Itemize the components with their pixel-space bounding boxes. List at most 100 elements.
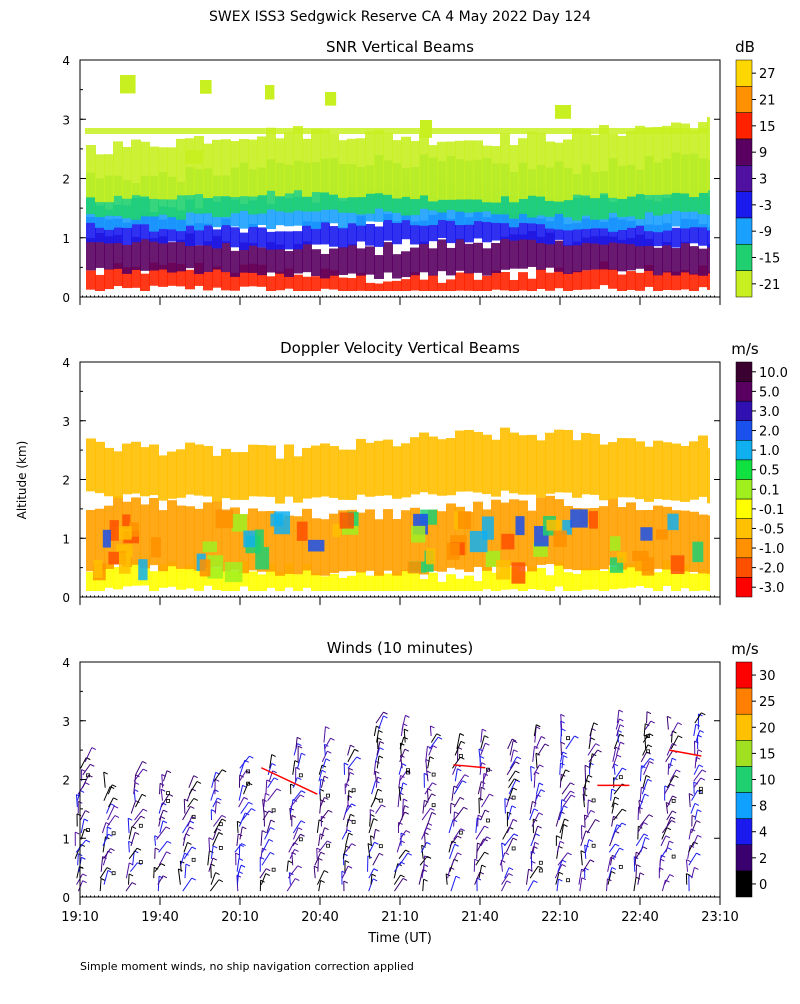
wind-barb-flag bbox=[190, 806, 194, 808]
colorbar-swatch bbox=[736, 499, 752, 519]
wind-barb bbox=[531, 766, 532, 781]
wind-barb-flag bbox=[403, 724, 407, 726]
wind-barb-flag bbox=[111, 804, 115, 806]
wind-barb bbox=[613, 848, 619, 859]
wind-barb-flag bbox=[402, 764, 406, 766]
wind-barb-flag bbox=[515, 771, 519, 773]
wind-barb-flag bbox=[460, 797, 464, 799]
wind-barb bbox=[83, 764, 90, 775]
wind-barb bbox=[324, 744, 325, 755]
calm-marker bbox=[432, 773, 435, 776]
heatmap-cell bbox=[401, 137, 411, 197]
wind-barb bbox=[85, 748, 92, 762]
wind-barb bbox=[481, 729, 482, 742]
wind-barb bbox=[667, 716, 668, 729]
wind-barb-flag bbox=[349, 833, 353, 835]
wind-barb bbox=[689, 853, 697, 865]
velocity-patch bbox=[640, 527, 652, 541]
wind-barb bbox=[103, 849, 110, 859]
colorbar-label: 8 bbox=[759, 800, 767, 815]
colorbar-swatch bbox=[736, 244, 752, 270]
wind-barb-flag bbox=[222, 815, 226, 817]
heatmap-cell bbox=[626, 131, 636, 197]
heatmap-cell bbox=[563, 274, 573, 292]
wind-barb bbox=[101, 857, 102, 872]
wind-barb-flag bbox=[620, 742, 624, 744]
velocity-patch bbox=[232, 514, 247, 532]
heatmap-cell bbox=[617, 438, 627, 497]
wind-barb-flag bbox=[556, 836, 560, 838]
wind-barb bbox=[689, 829, 691, 840]
velocity-patch bbox=[656, 529, 668, 539]
wind-barb bbox=[538, 744, 545, 755]
wind-barb bbox=[590, 754, 592, 769]
heatmap-cell bbox=[374, 226, 384, 246]
wind-barb-flag bbox=[292, 815, 296, 817]
heatmap-cell bbox=[653, 572, 663, 592]
wind-barb bbox=[235, 844, 242, 853]
colorbar-swatch bbox=[736, 519, 752, 539]
wind-barb-flag bbox=[277, 789, 281, 791]
heatmap-cell bbox=[329, 574, 339, 593]
wind-barb-flag bbox=[437, 734, 441, 736]
calm-marker bbox=[139, 861, 142, 864]
wind-barb bbox=[287, 861, 288, 872]
velocity-patch bbox=[151, 537, 161, 557]
heatmap-cell bbox=[563, 245, 573, 274]
heatmap-cell bbox=[329, 446, 339, 498]
wind-barb bbox=[373, 853, 379, 865]
wind-barb-flag bbox=[344, 881, 348, 883]
wind-barb bbox=[183, 806, 191, 820]
heatmap-cell bbox=[347, 450, 357, 500]
wind-barb bbox=[260, 869, 266, 879]
calm-marker bbox=[192, 858, 195, 861]
wind-barb-flag bbox=[85, 783, 89, 785]
wind-barb-flag bbox=[596, 744, 600, 746]
wind-barb-flag bbox=[324, 797, 328, 799]
velocity-patch bbox=[200, 559, 211, 576]
wind-barb bbox=[208, 851, 210, 865]
heatmap-cell bbox=[113, 141, 123, 195]
wind-barb-flag bbox=[589, 840, 593, 842]
heatmap-cell bbox=[338, 247, 348, 275]
colorbar-label: -9 bbox=[759, 225, 772, 240]
wind-barb-flag bbox=[701, 778, 705, 780]
heatmap-cell bbox=[149, 238, 159, 270]
wind-barb-flag bbox=[142, 761, 146, 763]
wind-barb-flag bbox=[242, 827, 246, 829]
wind-barb-flag bbox=[536, 727, 540, 729]
wind-barb-flag bbox=[481, 763, 485, 765]
heatmap-cell bbox=[149, 444, 159, 495]
wind-barb-flag bbox=[297, 737, 301, 739]
wind-barb bbox=[661, 836, 666, 846]
wind-barb-flag bbox=[325, 727, 329, 729]
wind-barb bbox=[241, 802, 249, 813]
heatmap-cell bbox=[167, 242, 177, 272]
wind-barb bbox=[240, 827, 242, 840]
heatmap-cell bbox=[437, 283, 447, 296]
wind-barb bbox=[404, 729, 405, 742]
heatmap-cell bbox=[374, 519, 384, 576]
wind-barb bbox=[394, 862, 400, 872]
velocity-patch bbox=[515, 516, 524, 535]
snr-panel-title: SNR Vertical Beams bbox=[326, 38, 474, 56]
heatmap-cell bbox=[662, 442, 672, 500]
wind-barb bbox=[425, 833, 426, 846]
y-tick-label: 0 bbox=[62, 591, 70, 605]
wind-barb bbox=[162, 775, 163, 788]
heatmap-cell bbox=[113, 451, 123, 498]
heatmap-cell bbox=[707, 117, 717, 191]
wind-barb-flag bbox=[674, 776, 678, 778]
wind-barb-flag bbox=[101, 878, 105, 880]
colorbar-label: 10.0 bbox=[759, 366, 788, 381]
heatmap-cell bbox=[311, 573, 321, 592]
wind-barb-flag bbox=[378, 789, 382, 791]
wind-barb-flag bbox=[464, 807, 468, 809]
colorbar-label: 27 bbox=[759, 67, 776, 82]
wind-barb-flag bbox=[570, 791, 574, 793]
wind-barb bbox=[666, 841, 669, 852]
wind-barb-flag bbox=[622, 768, 626, 770]
heatmap-cell bbox=[437, 142, 447, 200]
heatmap-cell bbox=[158, 455, 168, 500]
wind-barb bbox=[634, 857, 635, 872]
